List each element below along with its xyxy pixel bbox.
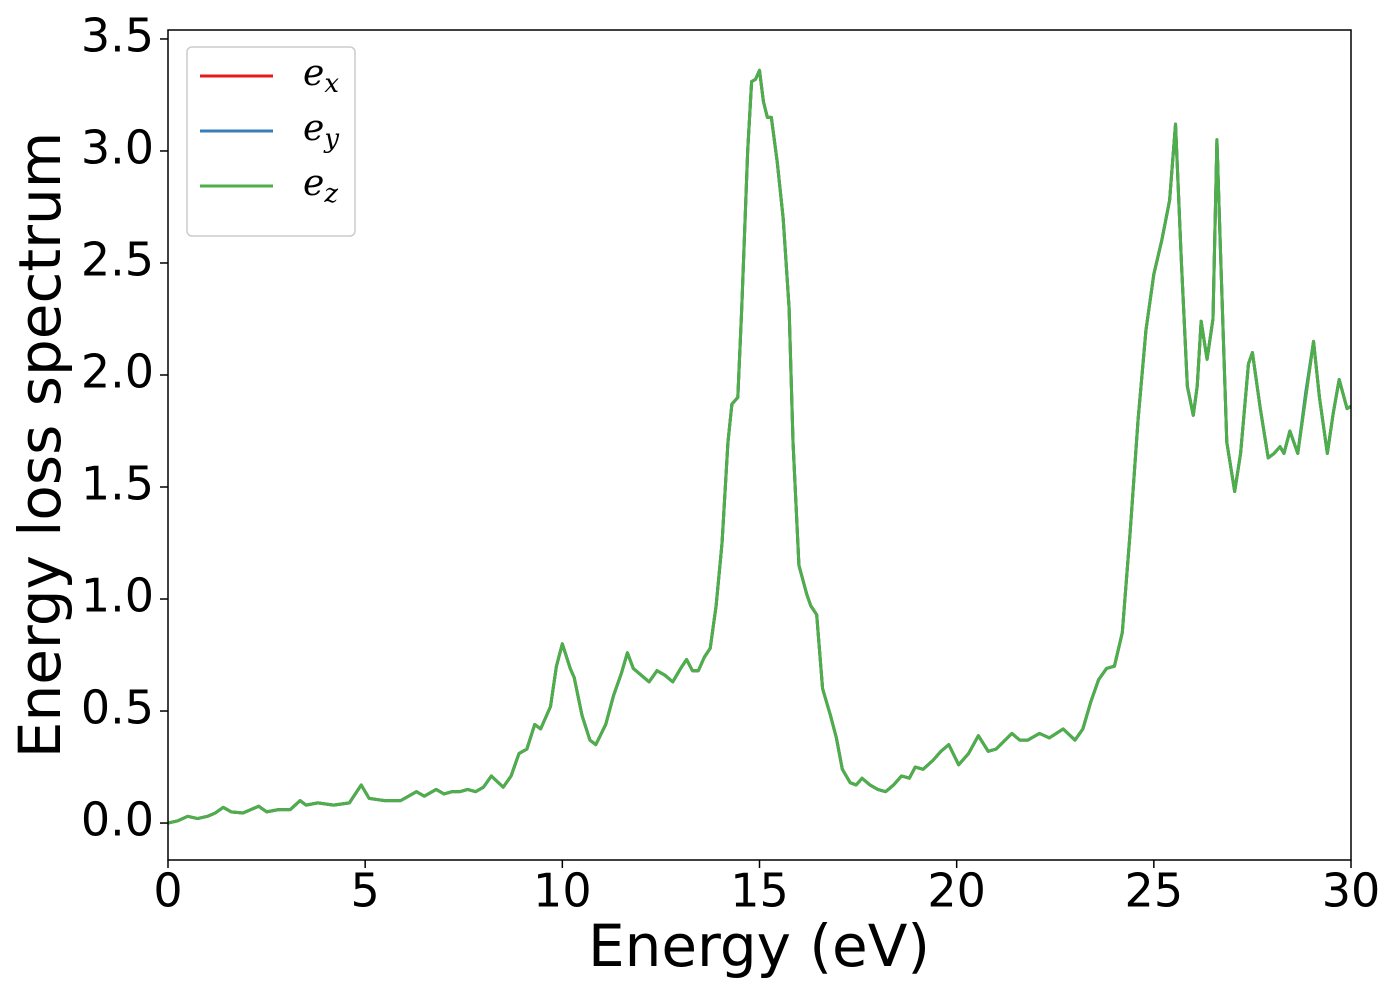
y-tick-label: 1.5: [81, 457, 154, 511]
x-tick-label: 0: [153, 864, 182, 918]
y-tick-label: 2.5: [81, 232, 154, 286]
legend-label: ey: [303, 108, 339, 154]
legend-label: ex: [303, 53, 339, 99]
legend-box: [186, 46, 356, 237]
x-tick-label: 30: [1322, 864, 1381, 918]
lines: [168, 68, 1351, 825]
y-tick-label: 2.0: [81, 344, 154, 398]
x-tick-label: 5: [351, 864, 380, 918]
y-axis-label: Energy loss spectrum: [6, 132, 74, 758]
y-tick-label: 0.5: [81, 681, 154, 735]
x-tick-label: 20: [927, 864, 986, 918]
x-tick-label: 10: [533, 864, 592, 918]
x-tick-label: 25: [1125, 864, 1184, 918]
legend-label: ez: [303, 163, 338, 209]
plot-frame: [167, 29, 1352, 861]
y-tick-label: 1.0: [81, 569, 154, 623]
y-tick-label: 3.5: [81, 8, 154, 62]
y-tick-label: 3.0: [81, 120, 154, 174]
x-tick-label: 15: [730, 864, 789, 918]
data-line: [168, 68, 1351, 825]
x-axis-label: Energy (eV): [588, 912, 930, 980]
plot-area: [168, 30, 1351, 860]
y-tick-label: 0.0: [81, 793, 154, 847]
